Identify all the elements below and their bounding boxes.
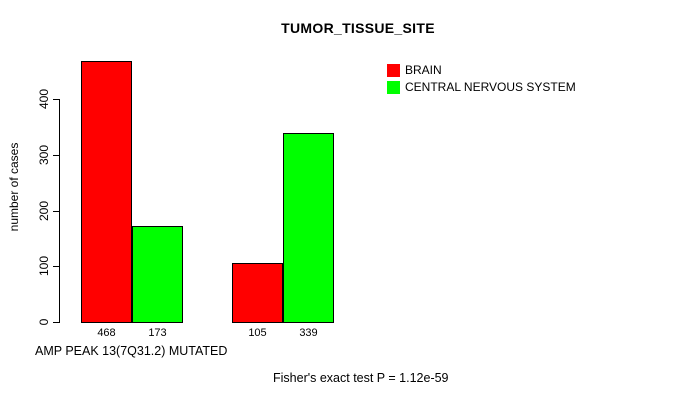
fisher-test-annotation: Fisher's exact test P = 1.12e-59	[273, 371, 449, 385]
chart-title: TUMOR_TISSUE_SITE	[281, 20, 435, 36]
y-tick-label: 100	[37, 255, 51, 277]
legend: BRAIN CENTRAL NERVOUS SYSTEM	[387, 64, 576, 98]
y-tick	[53, 322, 59, 323]
legend-label: BRAIN	[405, 63, 442, 77]
y-tick-label: 300	[37, 144, 51, 166]
legend-item: BRAIN	[387, 64, 576, 77]
bar-value-label: 105	[248, 327, 267, 339]
y-tick	[53, 211, 59, 212]
bar-value-label: 468	[97, 327, 116, 339]
y-axis-line	[59, 99, 60, 323]
y-tick-label: 200	[37, 200, 51, 222]
legend-swatch-icon	[387, 64, 400, 77]
y-axis-label: number of cases	[7, 142, 21, 232]
legend-item: CENTRAL NERVOUS SYSTEM	[387, 81, 576, 94]
x-axis-label: AMP PEAK 13(7Q31.2) MUTATED	[35, 344, 228, 358]
bar-brain-group2	[232, 263, 283, 323]
y-tick	[53, 155, 59, 156]
y-tick-label: 0	[37, 318, 51, 326]
y-tick	[53, 266, 59, 267]
legend-swatch-icon	[387, 81, 400, 94]
bar-value-label: 173	[148, 327, 167, 339]
legend-label: CENTRAL NERVOUS SYSTEM	[405, 80, 576, 94]
bar-central-nervous-system-group1	[132, 225, 183, 323]
bar-brain-group1	[81, 61, 132, 323]
y-tick	[53, 99, 59, 100]
bar-value-label: 339	[299, 327, 318, 339]
y-tick-label: 400	[37, 88, 51, 110]
bar-central-nervous-system-group2	[283, 133, 334, 323]
